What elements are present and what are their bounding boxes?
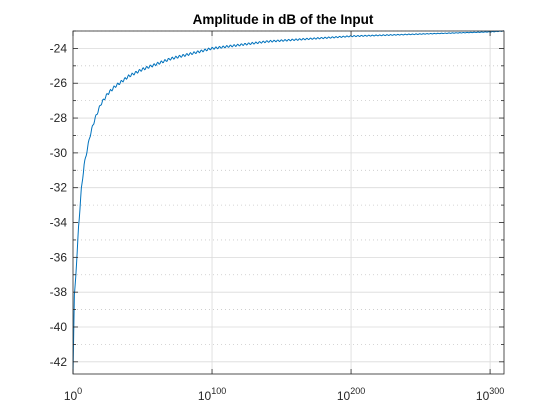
y-tick-label: -36 bbox=[50, 250, 68, 264]
y-tick-label: -38 bbox=[50, 285, 68, 299]
y-tick-label: -32 bbox=[50, 181, 68, 195]
chart-title: Amplitude in dB of the Input bbox=[193, 12, 374, 27]
y-tick-label: -30 bbox=[50, 146, 68, 160]
x-tick-base: 10 bbox=[337, 389, 351, 403]
axis-ticks bbox=[72, 30, 504, 374]
y-tick-label: -40 bbox=[50, 320, 68, 334]
plot-area bbox=[72, 30, 505, 375]
plot-frame bbox=[72, 30, 505, 375]
x-tick-labels: 100 10100 10200 10300 bbox=[64, 386, 504, 403]
y-tick-labels: -42 -40 -38 -36 -34 -32 -30 -28 -26 -24 bbox=[50, 41, 68, 368]
x-tick-base: 10 bbox=[64, 389, 78, 403]
x-tick-base: 10 bbox=[198, 389, 212, 403]
y-tick-label: -28 bbox=[50, 111, 68, 125]
plot-background bbox=[73, 31, 504, 374]
y-tick-label: -34 bbox=[50, 216, 68, 230]
x-tick-exponent: 300 bbox=[489, 386, 504, 396]
series-layer bbox=[72, 30, 505, 375]
x-tick-label: 10100 bbox=[198, 386, 226, 403]
series-line bbox=[72, 30, 505, 375]
x-tick-label: 10300 bbox=[476, 386, 504, 403]
x-tick-base: 10 bbox=[476, 389, 490, 403]
x-tick-exponent: 100 bbox=[211, 386, 226, 396]
x-tick-label: 100 bbox=[64, 386, 82, 403]
major-grid bbox=[73, 31, 504, 374]
y-tick-label: -24 bbox=[50, 41, 68, 55]
x-tick-exponent: 0 bbox=[77, 386, 82, 396]
y-tick-label: -42 bbox=[50, 355, 68, 369]
x-tick-label: 10200 bbox=[337, 386, 365, 403]
y-tick-label: -26 bbox=[50, 76, 68, 90]
x-tick-exponent: 200 bbox=[350, 386, 365, 396]
